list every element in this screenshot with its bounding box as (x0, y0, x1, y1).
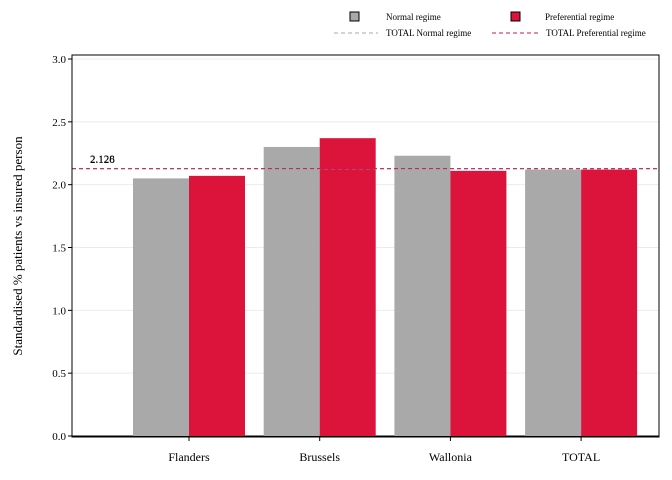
y-tick-label: 1.5 (52, 243, 66, 255)
legend: Normal regime Preferential regime TOTAL … (334, 11, 646, 38)
y-tick-label: 0.5 (52, 368, 66, 380)
bar-preferential (450, 170, 507, 437)
reference-line-label: 2.128 (90, 154, 115, 166)
plot-frame (71, 54, 660, 438)
reference-line-label: 2.126 (90, 154, 115, 166)
legend-swatch-preferential (510, 11, 521, 22)
y-tick-label: 1.0 (52, 305, 66, 317)
y-tick-label: 0.0 (52, 431, 66, 443)
y-tick-label: 2.5 (52, 117, 66, 129)
y-axis: 0.0 0.5 1.0 1.5 2.0 2.5 3.0 (52, 54, 72, 443)
x-tick-label: Flanders (168, 450, 210, 464)
y-tick-label: 3.0 (52, 54, 66, 66)
x-tick-label: TOTAL (562, 450, 600, 464)
x-tick-label: Wallonia (429, 450, 473, 464)
x-axis: Flanders Brussels Wallonia TOTAL (168, 437, 600, 464)
bar-normal (263, 146, 320, 436)
bars (133, 138, 638, 437)
legend-label-normal: Normal regime (386, 12, 441, 22)
y-tick-label: 2.0 (52, 180, 66, 192)
bar-normal (525, 169, 582, 436)
bar-preferential (581, 169, 638, 436)
legend-swatch-normal (349, 11, 360, 22)
bar-normal (394, 155, 451, 436)
x-tick-label: Brussels (299, 450, 340, 464)
legend-label-preferential: Preferential regime (545, 12, 614, 22)
legend-label-total-preferential: TOTAL Preferential regime (546, 28, 646, 38)
y-axis-title: Standardised % patients vs insured perso… (10, 136, 25, 356)
bar-preferential (189, 175, 245, 436)
legend-label-total-normal: TOTAL Normal regime (386, 28, 471, 38)
bar-normal (133, 178, 189, 436)
bar-preferential (319, 138, 376, 437)
